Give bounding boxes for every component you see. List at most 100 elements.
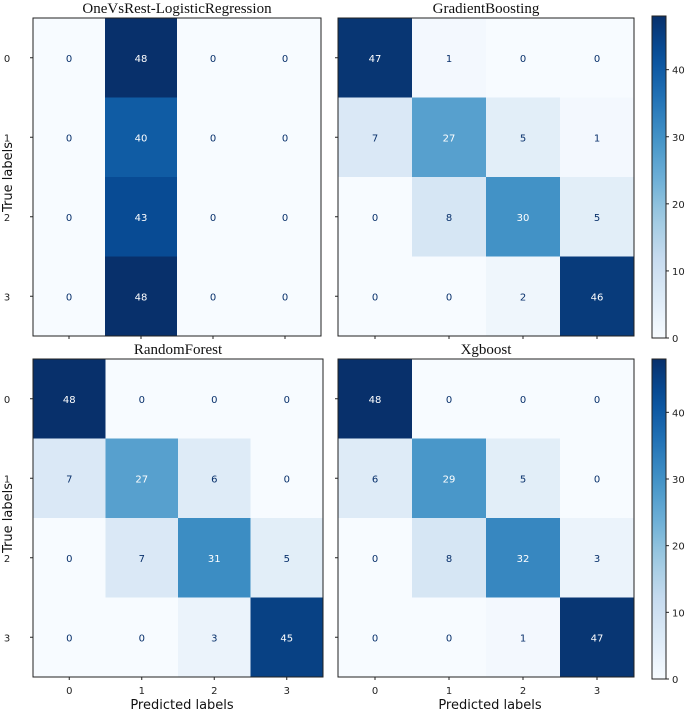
cell-value-label: 0 bbox=[282, 292, 288, 303]
x-tick-label: 0 bbox=[372, 686, 378, 697]
y-tick-label: 2 bbox=[4, 554, 10, 565]
colorbar-1: 0 10 20 30 40 bbox=[651, 358, 685, 686]
cell-value-label: 1 bbox=[520, 633, 526, 644]
cell-value-label: 45 bbox=[280, 633, 293, 644]
y-tick-label: 0 bbox=[4, 54, 10, 65]
colorbar-tick-label: 10 bbox=[672, 608, 685, 619]
heatmap-cell bbox=[178, 438, 251, 519]
cell-value-label: 0 bbox=[284, 395, 290, 406]
cell-value-label: 2 bbox=[520, 292, 526, 303]
heatmap-cell bbox=[33, 597, 106, 678]
cell-value-label: 48 bbox=[135, 292, 148, 303]
heatmap-cell bbox=[338, 518, 413, 598]
heatmap-cell bbox=[177, 18, 250, 98]
cell-value-label: 0 bbox=[594, 54, 600, 65]
heatmap-cell bbox=[412, 597, 487, 678]
heatmap-cell bbox=[178, 518, 251, 598]
colorbar-tick-label: 30 bbox=[672, 475, 685, 486]
heatmap-cell bbox=[33, 518, 106, 598]
y-tick-label: 3 bbox=[4, 633, 10, 644]
heatmap-cell bbox=[338, 177, 413, 257]
colorbar-tick-label: 40 bbox=[672, 408, 685, 419]
heatmap-cell bbox=[250, 438, 324, 519]
colorbar-0: 0 10 20 30 40 bbox=[651, 15, 685, 345]
confusion-matrix-panel-0: 0 48 0 0 0 40 0 0 0 43 0 0 0 48 0 0 OneVsRest-LogisticRe… bbox=[4, 1, 322, 339]
x-axis-label: Predicted labels bbox=[438, 698, 542, 713]
cell-value-label: 40 bbox=[135, 133, 148, 144]
cell-value-label: 48 bbox=[135, 54, 148, 65]
cell-value-label: 0 bbox=[282, 54, 288, 65]
x-tick-label: 1 bbox=[139, 686, 145, 697]
cell-value-label: 0 bbox=[66, 633, 72, 644]
colorbar-tick-label: 30 bbox=[672, 133, 685, 144]
cell-value-label: 0 bbox=[210, 133, 216, 144]
heatmap-cell bbox=[249, 177, 322, 257]
heatmap-cell bbox=[412, 256, 487, 337]
heatmap-cell bbox=[250, 359, 324, 439]
cell-value-label: 31 bbox=[208, 554, 221, 565]
y-axis-label: True labels bbox=[1, 483, 16, 554]
panel-frame bbox=[32, 17, 322, 337]
panel-frame bbox=[337, 17, 635, 337]
cell-value-label: 0 bbox=[139, 633, 145, 644]
heatmap-cell bbox=[486, 97, 561, 178]
cell-value-label: 0 bbox=[210, 213, 216, 224]
cell-value-label: 0 bbox=[520, 395, 526, 406]
heatmap-cell bbox=[105, 518, 179, 598]
cell-value-label: 1 bbox=[446, 54, 452, 65]
heatmap-cell bbox=[338, 597, 413, 678]
heatmap-cell bbox=[33, 438, 106, 519]
cell-value-label: 0 bbox=[210, 292, 216, 303]
cell-value-label: 5 bbox=[284, 554, 290, 565]
heatmap-cell bbox=[412, 177, 487, 257]
heatmap-cell bbox=[33, 256, 106, 337]
panel-title: Xgboost bbox=[461, 342, 513, 358]
cell-value-label: 0 bbox=[66, 292, 72, 303]
cell-value-label: 0 bbox=[372, 292, 378, 303]
y-tick-label: 1 bbox=[4, 474, 10, 485]
cell-value-label: 0 bbox=[210, 54, 216, 65]
panel-title: GradientBoosting bbox=[433, 1, 540, 17]
heatmap-cell bbox=[33, 18, 106, 98]
cell-value-label: 5 bbox=[520, 133, 526, 144]
cell-value-label: 46 bbox=[591, 292, 604, 303]
panel-frame bbox=[32, 358, 324, 678]
heatmap-cell bbox=[560, 438, 635, 519]
heatmap-cell bbox=[560, 18, 635, 98]
y-tick-label: 3 bbox=[4, 292, 10, 303]
heatmap-cell bbox=[338, 97, 413, 178]
heatmap-cell bbox=[33, 177, 106, 257]
heatmap-cell bbox=[486, 518, 561, 598]
heatmap-cell bbox=[105, 597, 179, 678]
cell-value-label: 47 bbox=[369, 54, 382, 65]
colorbar-tick-label: 0 bbox=[672, 334, 678, 345]
cell-value-label: 6 bbox=[372, 474, 378, 485]
heatmap-cell bbox=[178, 359, 251, 439]
cell-value-label: 8 bbox=[446, 213, 452, 224]
colorbar-tick-label: 40 bbox=[672, 66, 685, 77]
panel-title: OneVsRest-LogisticRegression bbox=[82, 1, 272, 17]
heatmap-cell bbox=[412, 438, 487, 519]
x-tick-label: 3 bbox=[284, 686, 290, 697]
heatmap-cell bbox=[486, 597, 561, 678]
colorbar-tick-label: 20 bbox=[672, 542, 685, 553]
heatmap-cell bbox=[486, 177, 561, 257]
confusion-matrix-panel-2: 48 0 0 0 7 27 6 0 0 7 31 5 0 0 3 45 RandomForest 0 0 1 1 2 2 3 3 bbox=[4, 342, 324, 697]
cell-value-label: 6 bbox=[211, 474, 217, 485]
cell-value-label: 0 bbox=[446, 292, 452, 303]
heatmap-cell bbox=[486, 359, 561, 439]
heatmap-cell bbox=[338, 18, 413, 98]
y-axis-label: True labels bbox=[1, 142, 16, 213]
heatmap-cell bbox=[178, 597, 251, 678]
cell-value-label: 3 bbox=[594, 554, 600, 565]
heatmap-cell bbox=[105, 177, 178, 257]
cell-value-label: 0 bbox=[594, 395, 600, 406]
cell-value-label: 7 bbox=[139, 554, 145, 565]
heatmap-cell bbox=[412, 18, 487, 98]
confusion-matrix-panel-1: 47 1 0 0 7 27 5 1 0 8 30 5 0 0 2 46 GradientBoosting bbox=[335, 1, 635, 339]
heatmap-cell bbox=[338, 438, 413, 519]
cell-value-label: 27 bbox=[135, 474, 148, 485]
heatmap-cell bbox=[105, 256, 178, 337]
y-tick-label: 0 bbox=[4, 395, 10, 406]
heatmap-cell bbox=[105, 359, 179, 439]
